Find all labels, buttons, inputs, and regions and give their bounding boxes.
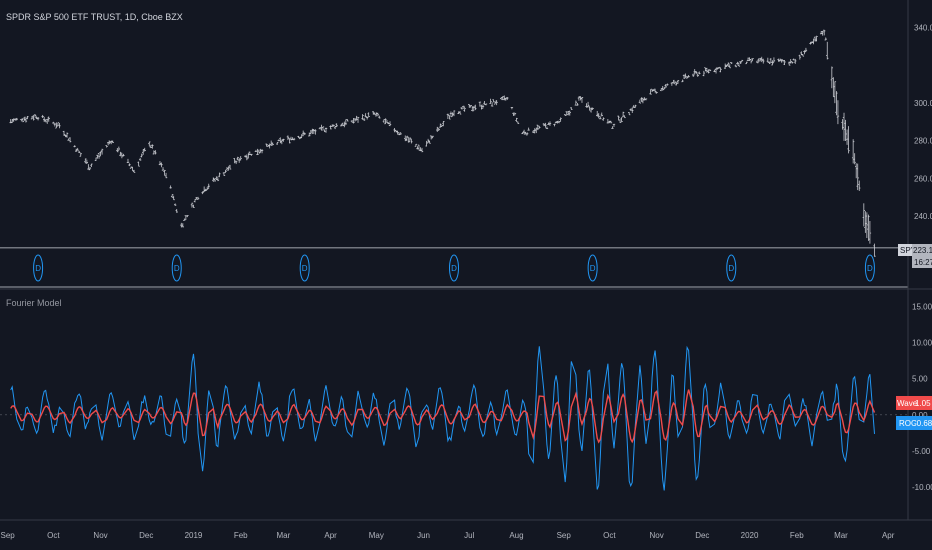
price-tick-label: 260.00	[914, 174, 932, 183]
symbol-title: SPDR S&P 500 ETF TRUST, 1D, Cboe BZX	[6, 12, 183, 22]
indicator-pane	[0, 345, 908, 491]
price-tag-symbol: SPY	[898, 244, 917, 256]
price-tick-label: 280.00	[914, 137, 932, 146]
time-tick-label: Mar	[276, 531, 290, 540]
time-tick-label: 2019	[185, 531, 203, 540]
time-tick-label: Jun	[417, 531, 430, 540]
price-pane	[0, 29, 908, 257]
dividend-marker-label: D	[35, 264, 41, 273]
dividend-marker-label: D	[728, 264, 734, 273]
time-tick-label: Oct	[47, 531, 60, 540]
time-tick-label: Sep	[1, 531, 16, 540]
dividend-marker-icon	[726, 254, 737, 282]
price-tag-countdown: 16:27	[912, 256, 932, 268]
time-tick-label: Aug	[509, 531, 523, 540]
time-tick-label: Apr	[882, 531, 895, 540]
dividend-marker-label: D	[590, 264, 596, 273]
wave-tag-value: 1.05	[915, 399, 931, 408]
indicator-tick-label: 5.00	[912, 375, 928, 384]
time-tick-label: Dec	[695, 531, 709, 540]
price-tick-label: 340.00	[914, 23, 932, 32]
price-tag-last-text: 223.13	[913, 246, 932, 255]
time-tick-label: Feb	[234, 531, 248, 540]
dividend-marker-icon	[171, 254, 182, 282]
time-tick-label: Apr	[324, 531, 337, 540]
indicator-title: Fourier Model	[6, 298, 62, 308]
time-tick-label: 2020	[741, 531, 759, 540]
roc-line	[10, 345, 875, 491]
price-tag-countdown-text: 16:27	[914, 258, 932, 267]
time-tick-label: Mar	[834, 531, 848, 540]
indicator-tick-label: 10.00	[912, 339, 932, 348]
dividend-marker-icon	[33, 254, 44, 282]
price-tick-label: 240.00	[914, 212, 932, 221]
time-tick-label: Dec	[139, 531, 153, 540]
time-tick-label: Oct	[603, 531, 616, 540]
indicator-tick-label: 0.00	[912, 411, 928, 420]
wave-line	[10, 389, 876, 444]
time-tick-label: Nov	[650, 531, 664, 540]
dividend-marker-icon	[864, 254, 875, 282]
roc-tag: ROC -0.68	[896, 416, 932, 430]
dividend-marker-icon	[587, 254, 598, 282]
roc-tag-label: ROC	[899, 419, 917, 428]
indicator-tick-label: 15.00	[912, 302, 932, 311]
time-tick-label: May	[369, 531, 384, 540]
dividend-marker-label: D	[302, 264, 308, 273]
indicator-tick-label: -5.00	[912, 447, 931, 456]
indicator-tick-label: -10.00	[912, 483, 932, 492]
wave-tag: Wave 1.05	[896, 396, 932, 410]
time-tick-label: Feb	[790, 531, 804, 540]
dividend-marker-icon	[299, 254, 310, 282]
wave-tag-label: Wave	[897, 399, 918, 408]
dividend-marker-label: D	[867, 264, 873, 273]
roc-tag-value: -0.68	[914, 419, 932, 428]
time-tick-label: Sep	[557, 531, 572, 540]
price-tick-label: 300.00	[914, 99, 932, 108]
price-tag-last: 223.13	[912, 244, 932, 256]
dividend-marker-label: D	[451, 264, 457, 273]
dividend-marker-label: D	[174, 264, 180, 273]
dividend-marker-icon	[449, 254, 459, 282]
time-tick-label: Nov	[93, 531, 107, 540]
price-tag-symbol-text: SPY	[900, 246, 917, 255]
time-tick-label: Jul	[464, 531, 474, 540]
